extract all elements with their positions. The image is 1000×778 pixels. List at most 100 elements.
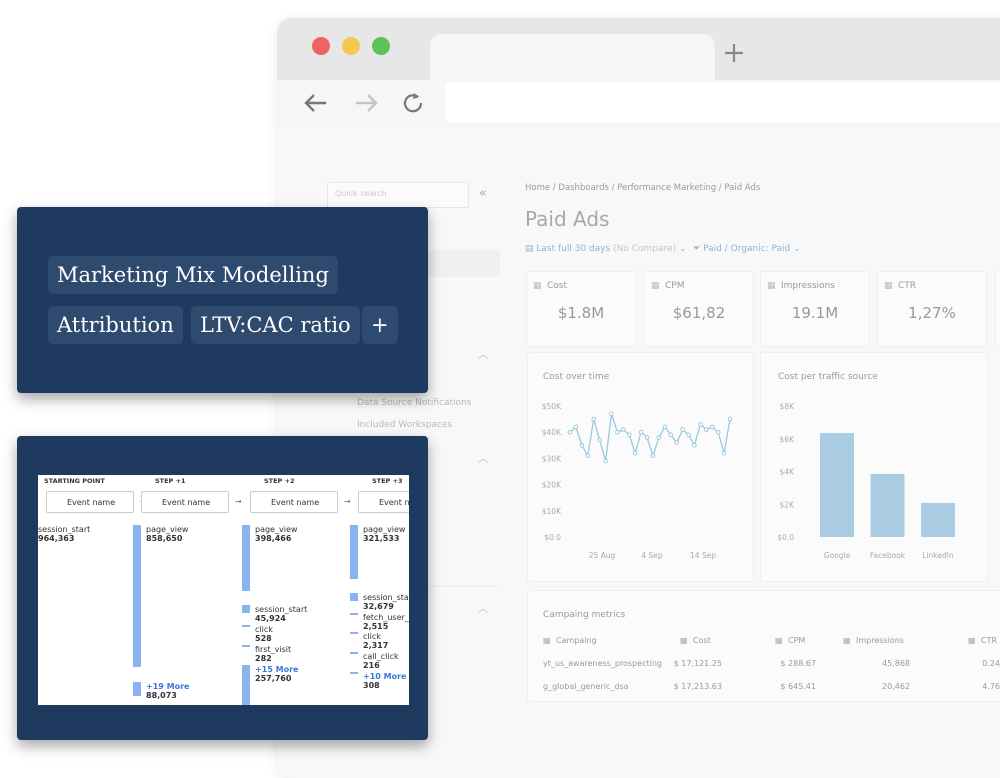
point (579, 443, 585, 448)
event-selector[interactable]: Event name (141, 491, 229, 513)
table-header: ▦ (775, 636, 783, 645)
node-value: 964,363 (38, 534, 75, 543)
chart-title: Cost over time (543, 372, 610, 382)
point (715, 429, 721, 435)
arrow: → (344, 497, 351, 506)
tag-chip[interactable]: LTV:CAC ratio (191, 306, 360, 344)
point (585, 453, 591, 459)
node-value: 398,466 (255, 534, 292, 543)
node-label: page_view (363, 525, 406, 534)
kpi-card (995, 271, 1000, 347)
x-tick-label: Google (824, 551, 851, 560)
node-label: session_start (255, 605, 308, 614)
toolbar (277, 80, 1000, 128)
browser-tab[interactable] (430, 34, 715, 84)
tag-chip[interactable]: Marketing Mix Modelling (48, 256, 338, 294)
minimize-button[interactable] (342, 37, 360, 55)
event-selector[interactable]: Event name (358, 491, 409, 513)
funnel-bar (350, 525, 358, 579)
date-range: Last full 30 days (536, 244, 611, 254)
search-box[interactable]: Quick search (327, 182, 469, 208)
kpi-label: Impressions (781, 281, 835, 291)
nav-buttons[interactable] (301, 90, 431, 116)
tag-chip[interactable]: + (362, 306, 398, 344)
selector-text: Event name (271, 498, 320, 507)
table-header[interactable]: CTR (981, 636, 998, 645)
node-label: page_view (255, 525, 298, 534)
compare: (No Compare) (613, 244, 677, 254)
line-chart-panel: Cost over time (527, 352, 754, 582)
table-cell: 4.76 (982, 682, 1000, 691)
kpi-value: $1.8M (557, 304, 605, 322)
table-cell: 45,868 (882, 659, 910, 668)
y-tick-label: $8K (780, 402, 796, 411)
table-header: ▦ (968, 636, 976, 645)
new-tab-button[interactable] (723, 42, 745, 64)
table-header[interactable]: CPM (788, 636, 806, 645)
node-label: fetch_user_data (363, 613, 409, 622)
funnel-bar (350, 652, 358, 654)
date-filter[interactable]: ▤ Last full 30 days (No Compare) ⌄ (525, 244, 687, 254)
table-cell: 20,462 (882, 682, 910, 691)
y-tick-label: $30K (542, 454, 562, 463)
channel-filter[interactable]: ⏷ Paid / Organic: Paid ⌄ (693, 244, 801, 254)
address-bar[interactable] (445, 82, 1000, 122)
close-button[interactable] (312, 37, 330, 55)
node-label: page_view (146, 525, 189, 534)
chevron[interactable]: ︿ (478, 454, 488, 465)
table-header[interactable]: Campaing (556, 636, 597, 645)
table-header[interactable]: Impressions (856, 636, 904, 645)
chevron[interactable]: ︿ (478, 350, 488, 361)
kpi-icon: ▦ (533, 281, 542, 291)
node-label: first_visit (255, 645, 292, 654)
point (656, 435, 662, 440)
event-selector[interactable]: Event name (250, 491, 338, 513)
kpi-icon: ▦ (651, 281, 660, 291)
node-label: +15 More (255, 665, 299, 674)
funnel-bar (350, 632, 358, 634)
funnel-bar (350, 672, 358, 674)
funnel-bar (350, 613, 358, 615)
funnel-view: STARTING POINT Event name → STEP +1 Event na… (38, 475, 409, 705)
y-tick-label: $4K (780, 468, 796, 477)
x-tick-label: 14 Sep (690, 551, 716, 560)
kpi-label: CPM (665, 281, 685, 291)
funnel-bar (242, 525, 250, 591)
selector-text: Event name (67, 498, 116, 507)
step-label: STEP +1 (155, 477, 186, 485)
sidebar-item[interactable]: Included Workspaces (357, 420, 453, 430)
table-cell: g_global_generic_dsa (543, 682, 629, 691)
funnel-bar (133, 525, 141, 667)
selector-text: Event name (162, 498, 211, 507)
kpi-label: Cost (547, 281, 568, 291)
node-value: 308 (363, 681, 380, 690)
y-tick-label: $50K (542, 402, 562, 411)
node-label: session_start (38, 525, 91, 534)
point (650, 453, 656, 459)
point (591, 416, 597, 422)
point (615, 429, 620, 435)
point (626, 432, 632, 438)
x-tick-label: LinkedIn (922, 551, 954, 560)
bar (820, 433, 854, 537)
maximize-button[interactable] (372, 37, 390, 55)
point (597, 437, 602, 443)
event-selector[interactable]: Event name (46, 491, 134, 513)
kpi-label: CTR (898, 281, 917, 291)
node-value: 858,650 (146, 534, 183, 543)
table-header[interactable]: Cost (693, 636, 711, 645)
bar (921, 502, 955, 537)
tag-chip[interactable]: Attribution (48, 306, 183, 344)
collapse-icon[interactable]: « (479, 186, 487, 201)
point (686, 432, 691, 438)
y-tick-label: $40K (542, 428, 562, 437)
sidebar-item[interactable]: Data Source Notifications (357, 398, 472, 408)
node-label: +10 More (363, 672, 407, 681)
point (674, 440, 679, 445)
search-placeholder: Quick search (335, 189, 387, 198)
funnel-bar (242, 605, 250, 613)
chevron[interactable]: ︿ (478, 604, 488, 615)
point (680, 427, 685, 432)
kpi-card: ▦ Cost $1.8M (526, 271, 636, 347)
kpi-value: $61,82 (672, 304, 726, 322)
